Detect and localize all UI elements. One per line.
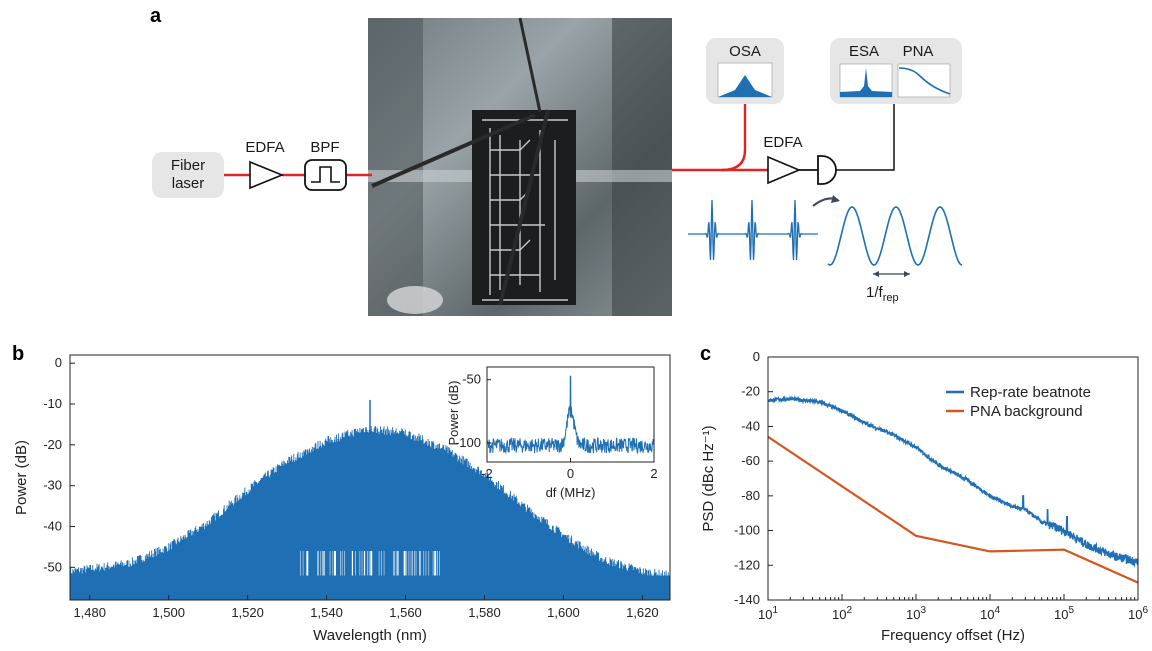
x-axis-label: Wavelength (nm) xyxy=(313,627,427,644)
y-tick-label: -10 xyxy=(43,396,62,411)
y-tick-label: -140 xyxy=(734,592,760,607)
period-label: 1/frep xyxy=(866,284,899,304)
x-tick-label: 1,540 xyxy=(310,605,343,620)
series-pna-background xyxy=(768,435,1138,584)
fiber-laser-box xyxy=(152,152,224,198)
x-tick-label: 1,520 xyxy=(231,605,264,620)
y-axis-label: PSD (dBc Hz⁻¹) xyxy=(700,425,717,531)
photodetector-icon xyxy=(817,155,837,185)
panel-label-c: c xyxy=(700,343,711,365)
x-axis-label: Frequency offset (Hz) xyxy=(881,627,1025,644)
plot-frame xyxy=(767,356,1139,601)
x-tick-label: 102 xyxy=(832,605,852,622)
amplifier-icon xyxy=(249,160,285,190)
y-tick-label: -80 xyxy=(741,488,760,503)
inset-x-axis-label: df (MHz) xyxy=(546,485,596,500)
edfa1-label: EDFA xyxy=(245,139,284,156)
y-tick-label: -100 xyxy=(734,523,760,538)
y-tick-label: 0 xyxy=(753,349,760,364)
pna-label: PNA xyxy=(903,43,934,60)
x-tick-label: 1,580 xyxy=(468,605,501,620)
panel-label-b: b xyxy=(12,343,24,365)
x-tick-label: 103 xyxy=(906,605,926,622)
plot-frame xyxy=(69,354,671,601)
chip-photo xyxy=(368,17,672,316)
fiber-laser-label-2: laser xyxy=(172,175,205,192)
y-tick-label: -60 xyxy=(741,453,760,468)
x-tick-label: 1,560 xyxy=(389,605,422,620)
x-tick-label: 1,620 xyxy=(626,605,659,620)
series-rep-rate-beatnote xyxy=(768,395,1138,568)
pulse-train-icon xyxy=(688,199,818,261)
fiber-laser-label-1: Fiber xyxy=(171,157,205,174)
psd-data xyxy=(768,395,1138,584)
y-tick-label: 0 xyxy=(55,355,62,370)
edfa2-label: EDFA xyxy=(763,134,802,151)
period-marker xyxy=(873,271,910,277)
inset-x-tick-label: -2 xyxy=(481,466,493,481)
inset-x-tick-label: 0 xyxy=(567,466,574,481)
y-tick-label: -40 xyxy=(741,418,760,433)
y-tick-label: -20 xyxy=(741,384,760,399)
sinusoid-icon xyxy=(827,206,963,266)
x-tick-label: 1,500 xyxy=(152,605,185,620)
legend-label-pna: PNA background xyxy=(970,403,1083,420)
x-tick-label: 105 xyxy=(1054,605,1074,622)
x-tick-label: 1,600 xyxy=(547,605,580,620)
x-tick-label: 106 xyxy=(1128,605,1148,622)
legend-label-rep-rate: Rep-rate beatnote xyxy=(970,384,1091,401)
esa-label: ESA xyxy=(849,43,879,60)
amplifier-icon xyxy=(767,155,802,185)
bpf-label: BPF xyxy=(310,139,339,156)
y-tick-label: -40 xyxy=(43,519,62,534)
bandpass-filter-icon xyxy=(304,159,347,191)
y-tick-label: -50 xyxy=(43,559,62,574)
psd-chart: 101 102 103 104 105 106 0 -20 -40 -60 -80 -100 -120 -… xyxy=(700,349,1148,644)
spectrum-chart: 1,480 1,500 1,520 1,540 1,560 1,580 1,600 1,620… xyxy=(13,354,671,644)
inset-y-tick-label: -50 xyxy=(462,372,481,387)
legend: Rep-rate beatnote PNA background xyxy=(946,384,1091,420)
x-tick-label: 101 xyxy=(758,605,778,622)
x-tick-label: 1,480 xyxy=(73,605,106,620)
osa-label: OSA xyxy=(729,43,761,60)
pna-trace-icon xyxy=(898,67,951,95)
fiber-path xyxy=(224,104,768,177)
inset-x-tick-label: 2 xyxy=(650,466,657,481)
x-tick-label: 104 xyxy=(980,605,1000,622)
y-axis-label: Power (dB) xyxy=(13,440,30,515)
inset-y-axis-label: Power (dB) xyxy=(446,380,461,445)
spectrum-icon xyxy=(718,75,772,97)
y-tick-label: -120 xyxy=(734,557,760,572)
inset-chart: -2 0 2 -50 -100 df (MHz) Power (dB) xyxy=(446,366,658,500)
spectrum-data xyxy=(70,399,670,600)
esa-trace-icon xyxy=(840,68,892,97)
noise-floor xyxy=(70,575,670,600)
y-tick-label: -30 xyxy=(43,478,62,493)
y-tick-label: -20 xyxy=(43,437,62,452)
inset-y-tick-label: -100 xyxy=(455,435,481,450)
panel-label-a: a xyxy=(150,5,162,27)
